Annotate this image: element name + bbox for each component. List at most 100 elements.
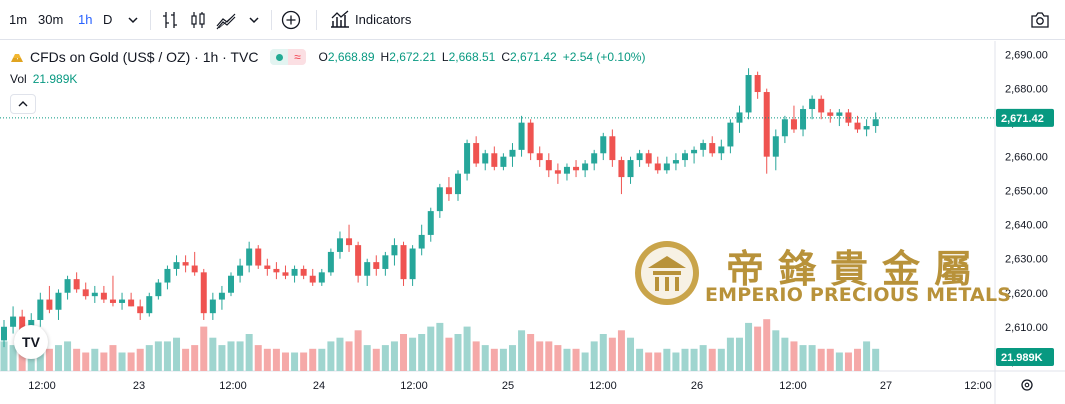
candle-body [209,299,216,314]
candle-body [237,265,244,276]
volume-bar [499,348,507,371]
volume-bar [372,348,380,371]
collapse-legend-button[interactable] [10,94,36,114]
last-price-label: 2,671.42 [1001,113,1044,125]
candle-body [600,136,607,154]
settings-gear-icon[interactable] [1021,379,1033,391]
volume-bar [263,348,271,371]
candle-body [400,245,407,280]
change-value: +2.54 (+0.10%) [562,50,646,64]
candle-body [291,268,298,276]
volume-bar [9,345,17,371]
price-tick-label: 2,630.00 [1005,254,1048,266]
price-tick-label: 2,640.00 [1005,220,1048,232]
candle-body [327,251,334,273]
candle-body [627,160,634,178]
chevron-up-icon [18,101,28,107]
volume-bar [327,341,335,371]
volume-bar [854,348,862,371]
interval-d-button[interactable]: D [103,12,113,27]
candle-body [264,265,271,269]
candle-body [754,75,761,93]
volume-bar [336,337,344,371]
candle-body [763,92,770,157]
candle-body [182,262,189,266]
volume-bar [109,345,117,371]
candles-icon[interactable] [186,8,210,32]
candle-body [718,146,725,154]
volume-bar [545,341,553,371]
high-value: 2,672.21 [389,50,436,64]
volume-bar [64,341,72,371]
volume-bar [781,337,789,371]
candle-body [82,289,89,297]
candle-body [682,153,688,161]
volume-bar [472,341,480,371]
tradingview-logo[interactable]: TV [14,325,48,359]
volume-bar [227,341,235,371]
indicators-button[interactable]: Indicators [355,12,412,27]
candle-body [273,268,280,273]
candle-body [455,173,461,195]
plus-circle-icon[interactable] [279,8,303,32]
symbol-title[interactable]: CFDs on Gold (US$ / OZ) · 1h · TVC [30,49,259,65]
market-status-dot[interactable] [270,49,289,65]
compare-pill[interactable]: ≈ [288,49,307,65]
volume-bar [627,337,635,371]
volume-bar [799,345,807,371]
volume-bar [173,337,181,371]
candle-body [309,275,316,283]
candle-body [545,160,552,171]
volume-bar [726,337,734,371]
time-tick-label: 24 [313,380,325,392]
volume-bar [599,334,607,371]
candle-body [46,299,53,310]
volume-bar [808,345,816,371]
high-key: H [380,50,390,64]
volume-bar [481,345,489,371]
candle-body [246,248,253,266]
candle-body [364,262,371,276]
volume-bar [690,348,698,371]
candle-body [173,262,180,269]
chevron-down-icon[interactable] [121,8,145,32]
interval-1h-button[interactable]: 1h [78,12,93,27]
candle-body [427,211,434,235]
candle-body [100,292,107,300]
volume-legend: Vol 21.989K [10,72,77,86]
settings-gear-icon[interactable] [1024,382,1030,388]
price-chart[interactable]: 2,690.002,680.002,670.002,660.002,650.00… [0,41,1065,404]
volume-bar [118,352,126,371]
volume-bar [590,341,598,371]
candle-body [800,109,807,130]
interval-30m-button[interactable]: 30m [38,12,64,27]
indicators-icon[interactable] [328,8,352,32]
candle-body [436,187,443,212]
volume-bar [790,341,798,371]
volume-bar [563,348,571,371]
time-tick-label: 12:00 [28,380,56,392]
volume-bar [236,341,244,371]
chevron-down-icon[interactable] [242,8,266,32]
bar-chart-icon[interactable] [158,8,182,32]
volume-bar [145,345,153,371]
area-icon[interactable] [214,8,238,32]
camera-icon[interactable] [1028,8,1052,32]
volume-bar [572,348,580,371]
candle-body [482,153,489,164]
candle-body [391,245,398,256]
candle-body [591,153,598,164]
close-key: C [501,50,510,64]
time-tick-label: 27 [880,380,892,392]
volume-bar [354,330,362,371]
candle-body [836,112,843,116]
interval-1m-button[interactable]: 1m [9,12,28,27]
candle-body [409,248,416,280]
price-tick-label: 2,610.00 [1005,322,1048,334]
candle-body [563,166,570,174]
candle-body [255,248,262,266]
candle-body [654,163,661,171]
volume-bar [163,341,171,371]
emperio-emblem-icon [635,241,699,305]
time-tick-label: 12:00 [400,380,428,392]
